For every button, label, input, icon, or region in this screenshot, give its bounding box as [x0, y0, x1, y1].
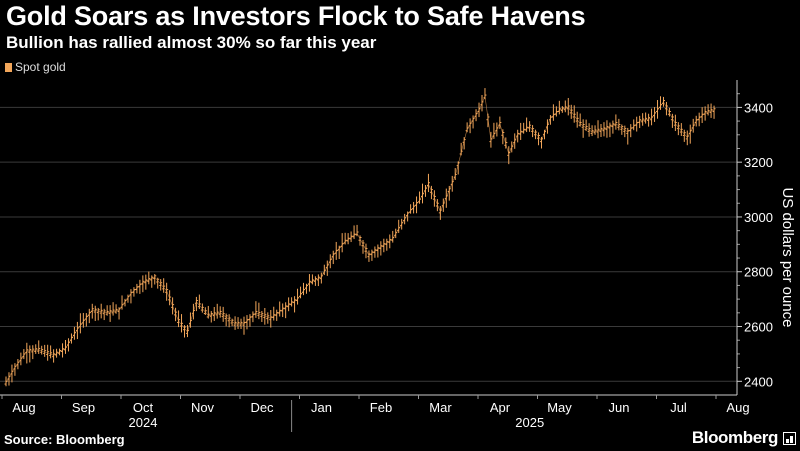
legend: Spot gold	[5, 60, 66, 74]
chart-title: Gold Soars as Investors Flock to Safe Ha…	[6, 1, 586, 31]
series-spot-gold	[4, 88, 716, 387]
year-label-2024: 2024	[129, 415, 158, 430]
y-tick-label-3400: 3400	[744, 100, 773, 115]
grid-lines	[0, 106, 737, 382]
x-tick-label-may-9: May	[547, 400, 572, 415]
x-tick-label-dec-4: Dec	[250, 400, 274, 415]
source-note: Source: Bloomberg	[4, 432, 125, 447]
series-line-spot-gold	[5, 95, 715, 383]
x-tick-label-feb-6: Feb	[370, 400, 392, 415]
x-tick-label-sep-1: Sep	[72, 400, 95, 415]
chart-subtitle: Bullion has rallied almost 30% so far th…	[6, 33, 377, 52]
y-axis-title: US dollars per ounce	[779, 187, 796, 327]
y-tick-label-2400: 2400	[744, 374, 773, 389]
legend-swatch	[5, 62, 12, 72]
y-tick-label-3000: 3000	[744, 210, 773, 225]
axes	[0, 80, 742, 432]
y-tick-label-2600: 2600	[744, 320, 773, 335]
bloomberg-terminal-icon	[783, 432, 796, 445]
legend-label: Spot gold	[15, 60, 66, 74]
x-tick-label-nov-3: Nov	[191, 400, 215, 415]
x-tick-label-apr-8: Apr	[490, 400, 511, 415]
x-tick-label-mar-7: Mar	[429, 400, 452, 415]
year-label-2025: 2025	[515, 415, 544, 430]
x-tick-label-jun-10: Jun	[609, 400, 630, 415]
x-tick-label-aug-12: Aug	[726, 400, 749, 415]
y-tick-label-3200: 3200	[744, 155, 773, 170]
brand-logo-text: Bloomberg	[691, 428, 779, 447]
axis-labels: 2400 2600 2800 3000 3200 3400 Aug Sep Oct Nov Dec J…	[12, 100, 796, 430]
x-tick-label-aug-0: Aug	[12, 400, 35, 415]
x-tick-label-jan-5: Jan	[311, 400, 332, 415]
y-tick-label-2800: 2800	[744, 265, 773, 280]
x-tick-label-jul-11: Jul	[670, 400, 687, 415]
x-tick-label-oct-2: Oct	[133, 400, 154, 415]
